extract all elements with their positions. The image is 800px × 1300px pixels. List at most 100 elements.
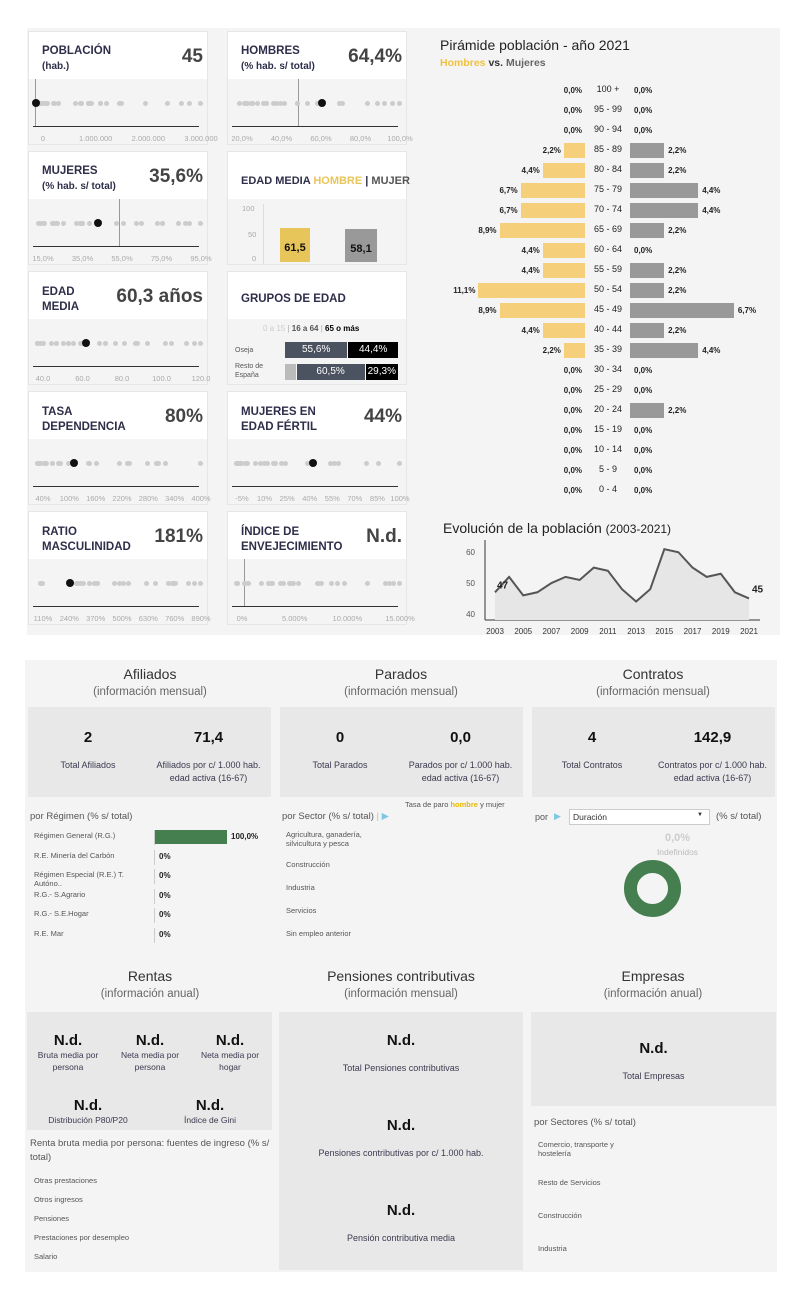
data-point[interactable] — [632, 598, 640, 606]
municipality-dot[interactable] — [197, 461, 203, 466]
municipality-dot[interactable] — [253, 461, 259, 466]
municipality-dot[interactable] — [124, 461, 130, 466]
contratos-donut[interactable] — [624, 860, 681, 917]
municipality-dot[interactable] — [160, 221, 166, 226]
men-bar[interactable] — [499, 223, 585, 238]
municipality-dot[interactable] — [95, 581, 101, 586]
men-bar[interactable] — [542, 243, 585, 258]
municipality-dot[interactable] — [121, 221, 127, 226]
municipality-dot[interactable] — [122, 341, 128, 346]
municipality-dot[interactable] — [364, 581, 370, 586]
women-bar[interactable] — [630, 323, 665, 338]
municipality-dot[interactable] — [73, 221, 79, 226]
municipality-dot[interactable] — [48, 341, 54, 346]
municipality-dot[interactable] — [244, 461, 250, 466]
women-bar[interactable] — [630, 343, 699, 358]
municipality-dot[interactable] — [153, 461, 159, 466]
municipality-dot[interactable] — [97, 341, 103, 346]
municipality-dot[interactable] — [249, 101, 255, 106]
age-group-segment[interactable]: 29,3% — [365, 364, 398, 380]
municipality-dot[interactable] — [278, 461, 284, 466]
municipality-dot[interactable] — [92, 581, 98, 586]
municipality-dot[interactable] — [87, 581, 93, 586]
municipality-dot[interactable] — [265, 461, 271, 466]
municipality-dot[interactable] — [57, 461, 63, 466]
municipality-dot[interactable] — [382, 101, 388, 106]
municipality-dot[interactable] — [117, 581, 123, 586]
municipality-dot[interactable] — [296, 581, 302, 586]
municipality-dot[interactable] — [41, 221, 47, 226]
municipality-dot[interactable] — [61, 341, 67, 346]
regimen-bar[interactable] — [155, 830, 227, 844]
municipality-dot[interactable] — [56, 101, 62, 106]
municipality-dot[interactable] — [163, 341, 169, 346]
municipality-dot[interactable] — [54, 221, 60, 226]
municipality-dot[interactable] — [332, 461, 338, 466]
data-point[interactable] — [519, 591, 527, 599]
municipality-dot[interactable] — [389, 101, 395, 106]
play-icon[interactable]: ▶ — [554, 811, 561, 821]
municipality-dot[interactable] — [173, 581, 179, 586]
municipality-dot[interactable] — [241, 101, 247, 106]
municipality-dot[interactable] — [40, 341, 46, 346]
age-group-segment[interactable]: 55,6% — [285, 342, 348, 358]
municipality-dot[interactable] — [246, 581, 252, 586]
municipality-dot[interactable] — [86, 221, 92, 226]
municipality-dot[interactable] — [73, 101, 79, 106]
municipality-dot[interactable] — [119, 101, 125, 106]
men-bar[interactable] — [542, 323, 585, 338]
municipality-dot[interactable] — [396, 581, 402, 586]
municipality-dot[interactable] — [341, 581, 347, 586]
municipality-dot[interactable] — [40, 101, 46, 106]
municipality-dot[interactable] — [112, 581, 118, 586]
contratos-dimension-select[interactable]: Duración ▼ — [569, 809, 710, 825]
men-bar[interactable] — [542, 163, 585, 178]
municipality-dot[interactable] — [116, 101, 122, 106]
municipality-dot[interactable] — [375, 101, 381, 106]
data-point[interactable] — [618, 585, 626, 593]
municipality-dot[interactable] — [257, 461, 263, 466]
municipality-dot[interactable] — [263, 101, 269, 106]
municipality-dot[interactable] — [304, 461, 310, 466]
play-icon[interactable]: ▶ — [378, 811, 389, 822]
municipality-dot[interactable] — [85, 101, 91, 106]
municipality-dot[interactable] — [259, 581, 265, 586]
municipality-dot[interactable] — [65, 461, 71, 466]
municipality-dot[interactable] — [168, 341, 174, 346]
municipality-dot[interactable] — [339, 101, 345, 106]
municipality-dot[interactable] — [236, 101, 242, 106]
data-point[interactable] — [604, 567, 612, 575]
municipality-dot[interactable] — [183, 341, 189, 346]
municipality-dot[interactable] — [271, 101, 277, 106]
men-bar[interactable] — [563, 343, 585, 358]
municipality-dot[interactable] — [36, 221, 42, 226]
selected-municipality-dot[interactable] — [32, 99, 40, 107]
men-bar[interactable] — [478, 283, 585, 298]
municipality-dot[interactable] — [186, 101, 192, 106]
municipality-dot[interactable] — [186, 221, 192, 226]
municipality-dot[interactable] — [234, 461, 240, 466]
data-point[interactable] — [745, 594, 753, 602]
women-bar[interactable] — [630, 283, 665, 298]
municipality-dot[interactable] — [61, 221, 67, 226]
municipality-dot[interactable] — [365, 101, 371, 106]
data-point[interactable] — [576, 576, 584, 584]
municipality-dot[interactable] — [50, 101, 56, 106]
selected-municipality-dot[interactable] — [318, 99, 327, 107]
municipality-dot[interactable] — [269, 581, 275, 586]
municipality-dot[interactable] — [156, 461, 162, 466]
men-bar[interactable] — [542, 263, 585, 278]
municipality-dot[interactable] — [94, 461, 100, 466]
municipality-dot[interactable] — [44, 101, 50, 106]
women-bar[interactable] — [630, 223, 665, 238]
municipality-dot[interactable] — [139, 221, 145, 226]
selected-municipality-dot[interactable] — [309, 459, 318, 467]
municipality-dot[interactable] — [80, 581, 86, 586]
municipality-dot[interactable] — [314, 101, 320, 106]
municipality-dot[interactable] — [391, 581, 397, 586]
municipality-dot[interactable] — [327, 461, 333, 466]
municipality-dot[interactable] — [132, 341, 138, 346]
municipality-dot[interactable] — [383, 581, 389, 586]
data-point[interactable] — [562, 573, 570, 581]
women-bar[interactable] — [630, 263, 665, 278]
